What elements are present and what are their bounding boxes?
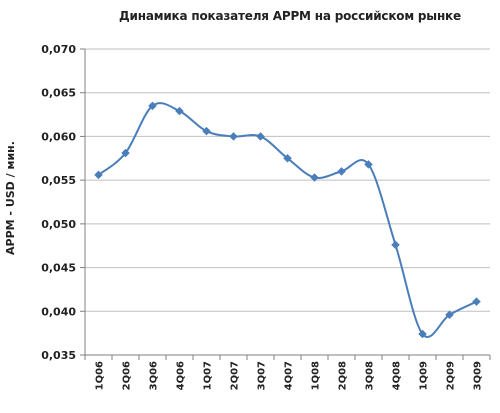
y-tick-label: 0,055 [41,174,76,187]
y-tick-label: 0,035 [41,349,76,362]
data-point [445,310,454,320]
data-point [337,167,346,176]
data-point [148,101,157,111]
data-point [472,297,481,307]
data-point [256,132,265,141]
data-point [364,160,373,169]
x-tick-label: 1Q07 [203,361,214,390]
data-point [121,148,130,158]
y-tick-label: 0,045 [41,262,76,275]
x-tick-label: 4Q07 [284,361,295,390]
x-tick-label: 1Q06 [95,361,106,390]
y-tick-label: 0,040 [41,305,76,318]
data-point [283,153,292,163]
x-tick-label: 4Q08 [392,361,403,390]
x-tick-label: 3Q06 [149,361,160,390]
series-line [97,102,477,338]
y-tick-label: 0,050 [41,218,76,231]
data-point [310,173,319,182]
x-tick-label: 2Q06 [122,361,133,390]
data-point [418,329,427,339]
x-tick-label: 1Q09 [419,361,430,390]
data-point [94,170,103,180]
x-tick-label: 3Q08 [365,361,376,390]
x-tick-label: 3Q07 [257,361,268,390]
data-point [391,240,400,250]
data-point [202,126,211,136]
x-tick-label: 3Q09 [473,361,484,390]
x-tick-label: 2Q08 [338,361,349,390]
y-tick-label: 0,070 [41,43,76,56]
x-tick-label: 2Q09 [446,361,457,390]
chart-title: Динамика показателя APPM на российском р… [119,9,461,23]
y-tick-label: 0,065 [41,87,76,100]
y-tick-label: 0,060 [41,130,76,143]
x-tick-label: 4Q06 [176,361,187,390]
data-point [229,132,238,141]
x-tick-label: 1Q08 [311,361,322,390]
data-point [175,106,184,116]
x-tick-label: 2Q07 [230,361,241,390]
